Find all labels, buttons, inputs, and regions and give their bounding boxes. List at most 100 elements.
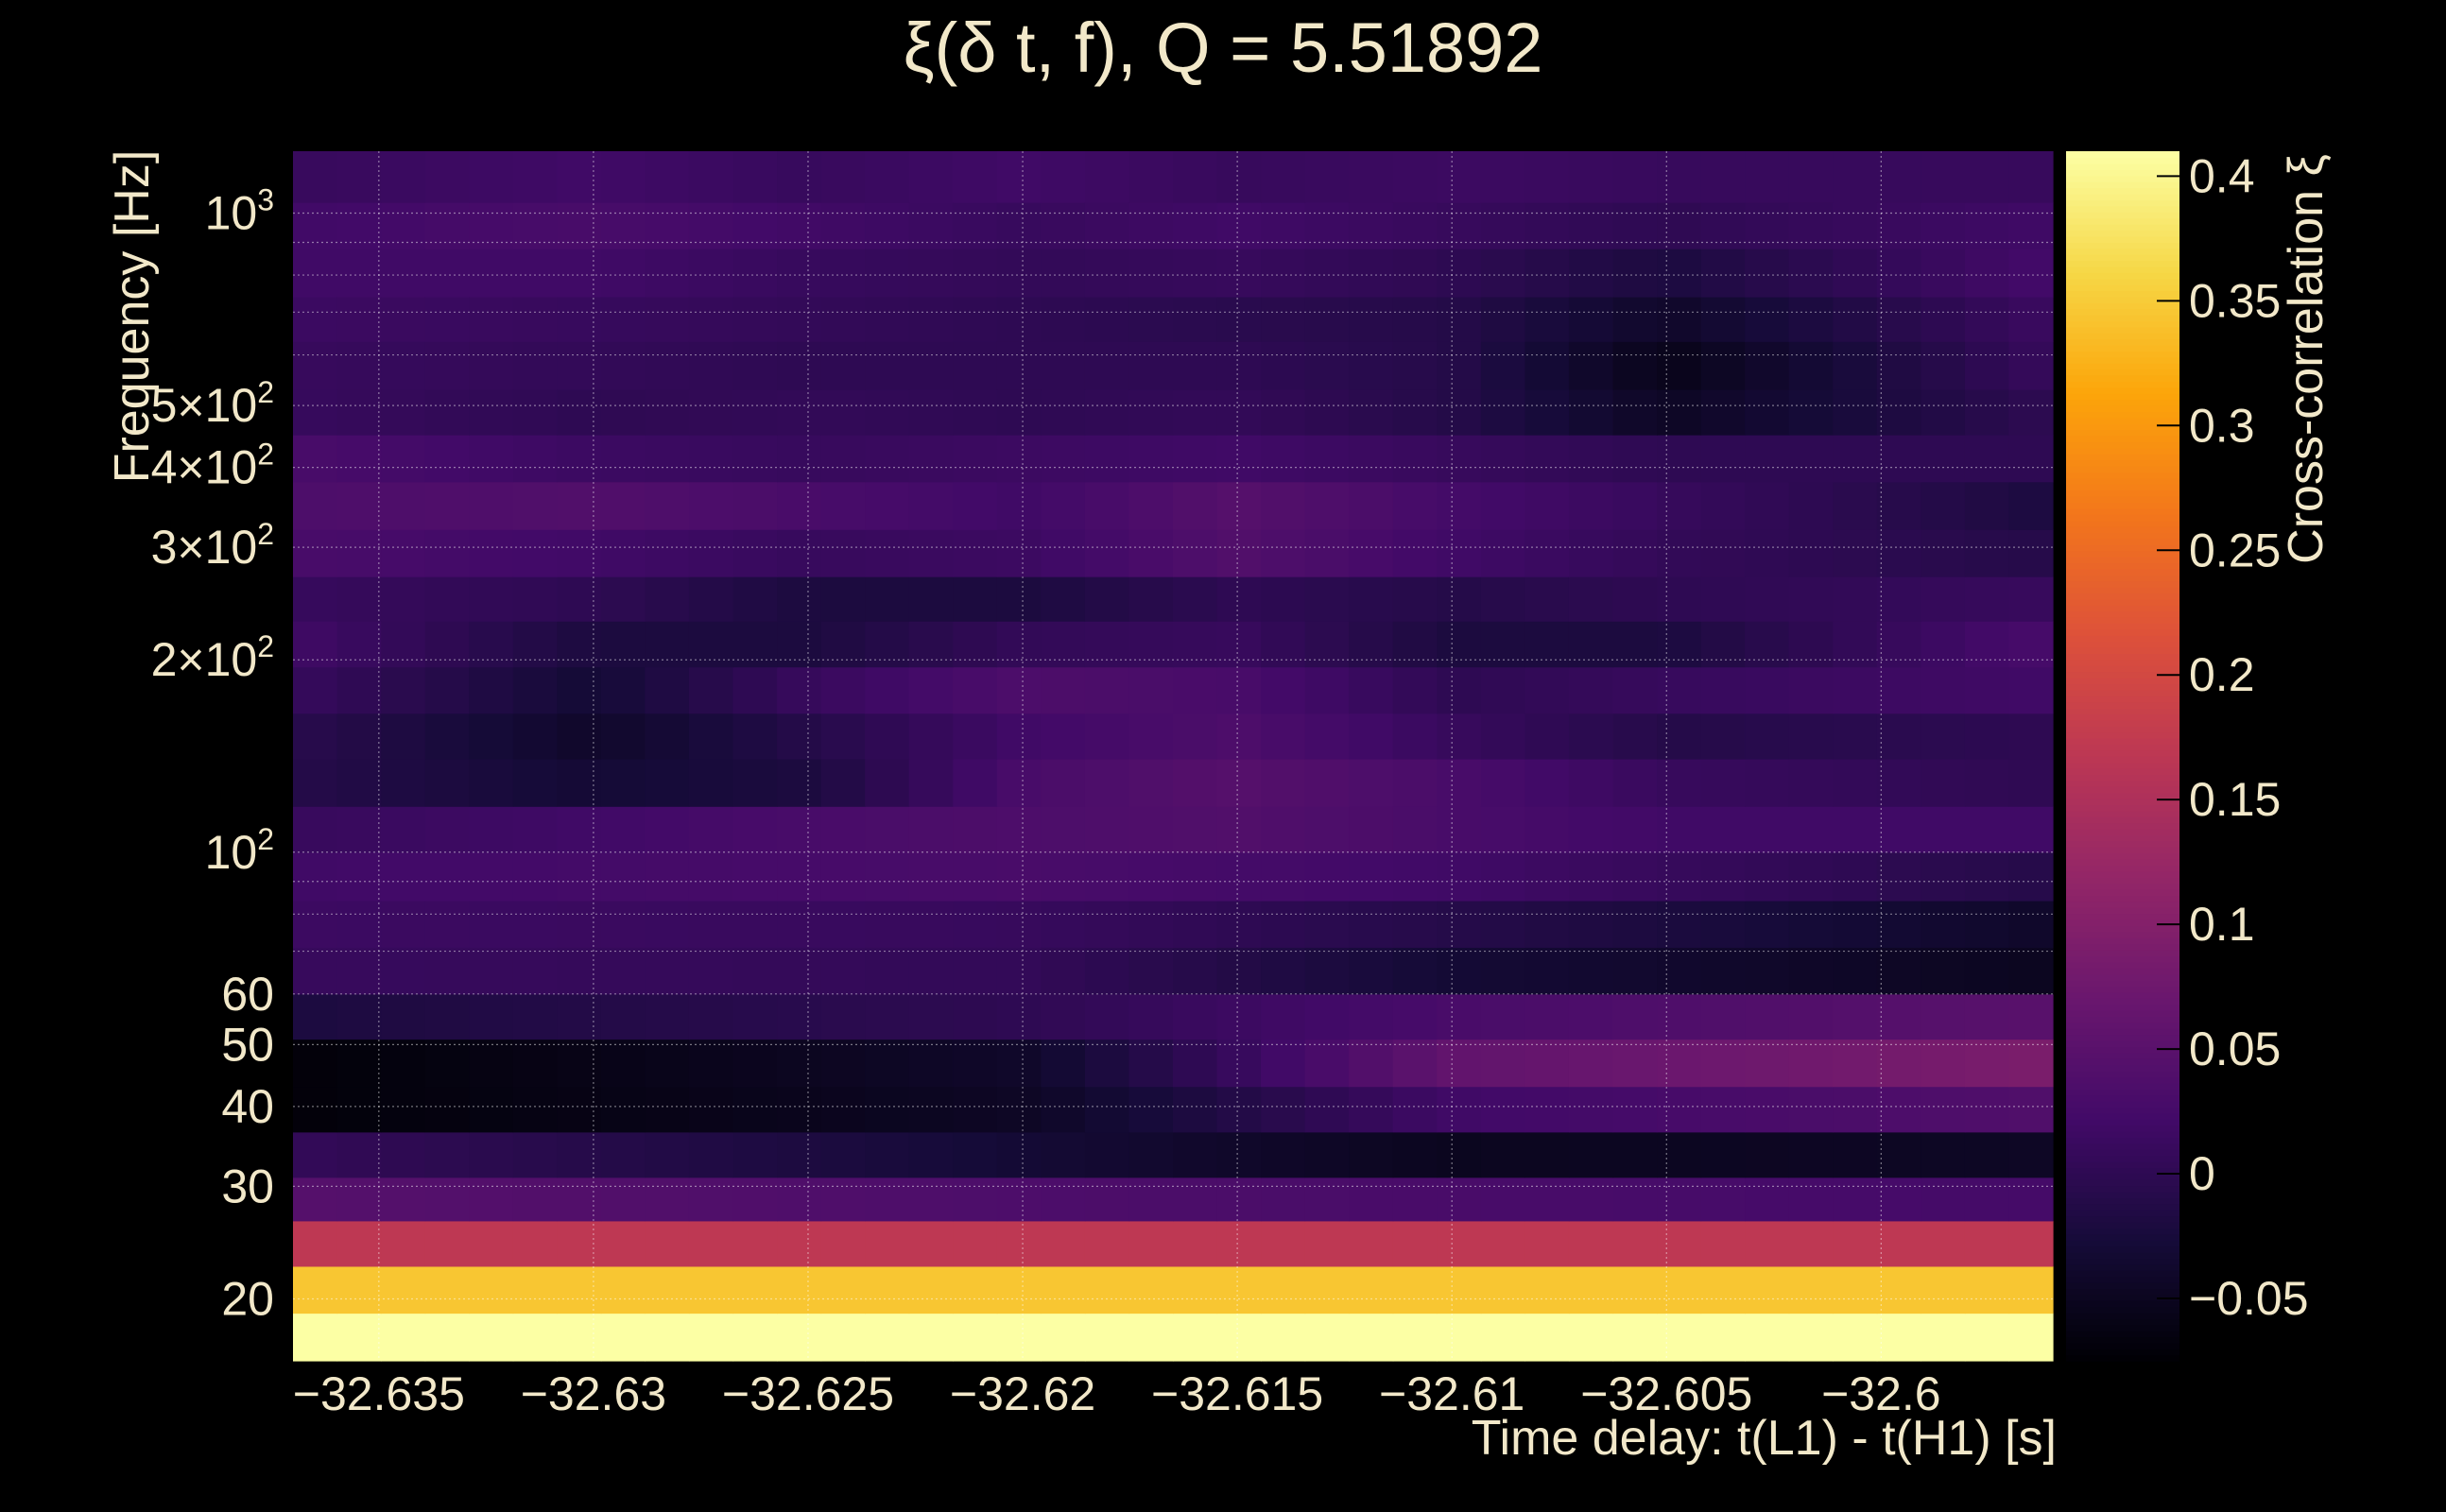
colorbar-segment <box>2066 1312 2179 1319</box>
heatmap-cell <box>645 851 690 902</box>
heatmap-cell <box>1216 666 1262 714</box>
heatmap-cell <box>777 202 822 249</box>
heatmap-cell <box>1964 1313 2010 1362</box>
colorbar-segment <box>2066 302 2179 310</box>
heatmap-cell <box>469 481 514 530</box>
heatmap-cell <box>732 529 778 577</box>
colorbar-segment <box>2066 404 2179 412</box>
heatmap-cell <box>645 1177 690 1222</box>
heatmap-cell <box>469 202 514 249</box>
heatmap-cell <box>1524 1313 1570 1362</box>
heatmap-cell <box>1437 666 1482 714</box>
heatmap-cell <box>1261 202 1306 249</box>
heatmap-cell <box>865 1039 910 1088</box>
heatmap-cell <box>1745 1086 1790 1133</box>
heatmap-cell <box>953 1313 998 1362</box>
x-axis-label: Time delay: t(L1) - t(H1) [s] <box>1471 1411 2057 1466</box>
heatmap-cell <box>1437 1131 1482 1178</box>
y-tick-label: 40 <box>221 1080 274 1133</box>
heatmap-cell <box>512 151 558 203</box>
heatmap-cell <box>1833 249 1878 298</box>
heatmap-cell <box>381 758 426 807</box>
heatmap-cell <box>1084 1086 1130 1133</box>
heatmap-cell <box>424 621 470 668</box>
heatmap-cell <box>424 388 470 436</box>
heatmap-cell <box>1833 851 1878 902</box>
heatmap-cell <box>1041 296 1086 342</box>
heatmap-cell <box>865 202 910 249</box>
heatmap-cell <box>1700 666 1746 714</box>
heatmap-cell <box>469 1039 514 1088</box>
heatmap-cell <box>1480 249 1525 298</box>
heatmap-cell <box>688 1265 734 1314</box>
heatmap-cell <box>1876 851 1921 902</box>
heatmap-cell <box>1041 202 1086 249</box>
heatmap-cell <box>1084 202 1130 249</box>
heatmap-cell <box>1173 388 1218 436</box>
heatmap-cell <box>1833 576 1878 622</box>
heatmap-cell <box>732 151 778 203</box>
heatmap-cell <box>996 481 1042 530</box>
heatmap-cell <box>996 993 1042 1040</box>
heatmap-cell <box>688 341 734 390</box>
heatmap-cell <box>1216 481 1262 530</box>
heatmap-cell <box>645 388 690 436</box>
heatmap-cell <box>557 713 602 760</box>
heatmap-cell <box>820 388 866 436</box>
heatmap-cell <box>1437 388 1482 436</box>
heatmap-cell <box>1349 1265 1394 1314</box>
heatmap-cell <box>1833 388 1878 436</box>
heatmap-cell <box>688 806 734 853</box>
colorbar-segment <box>2066 411 2179 419</box>
heatmap-cell <box>600 806 646 853</box>
heatmap-cell <box>1745 851 1790 902</box>
heatmap-cell <box>1524 900 1570 948</box>
heatmap-cell <box>688 758 734 807</box>
heatmap-cell <box>688 529 734 577</box>
heatmap-cell <box>1657 388 1702 436</box>
heatmap-cell <box>1173 151 1218 203</box>
heatmap-cell <box>469 341 514 390</box>
colorbar-segment <box>2066 780 2179 787</box>
colorbar-segment <box>2066 296 2179 303</box>
heatmap-cell <box>865 1313 910 1362</box>
heatmap-cell <box>1304 900 1350 948</box>
colorbar-segment <box>2066 1324 2179 1332</box>
heatmap-cell <box>908 666 954 714</box>
heatmap-cell <box>1524 249 1570 298</box>
heatmap-cell <box>1964 529 2010 577</box>
heatmap-cell <box>1084 151 1130 203</box>
heatmap-cell <box>953 806 998 853</box>
heatmap-cell <box>336 1086 382 1133</box>
heatmap-cell <box>1437 621 1482 668</box>
heatmap-cell <box>2008 1086 2054 1133</box>
colorbar-segment <box>2066 1094 2179 1102</box>
colorbar-segment <box>2066 907 2179 915</box>
heatmap-cell <box>908 947 954 995</box>
heatmap-cell <box>1876 1313 1921 1362</box>
heatmap-cell <box>1261 851 1306 902</box>
heatmap-cell <box>1261 806 1306 853</box>
heatmap-cell <box>1437 1313 1482 1362</box>
heatmap-cell <box>1745 900 1790 948</box>
heatmap-cell <box>865 341 910 390</box>
colorbar-segment <box>2066 1318 2179 1326</box>
heatmap-cell <box>645 758 690 807</box>
heatmap-cell <box>1745 993 1790 1040</box>
colorbar-tick-label: 0.3 <box>2189 399 2255 452</box>
heatmap-cell <box>1392 1039 1438 1088</box>
heatmap-cell <box>424 576 470 622</box>
heatmap-cell <box>600 151 646 203</box>
heatmap-cell <box>1657 713 1702 760</box>
heatmap-cell <box>908 202 954 249</box>
heatmap-cell <box>688 1039 734 1088</box>
heatmap-cell <box>1216 1265 1262 1314</box>
heatmap-cell <box>732 1177 778 1222</box>
heatmap-cell <box>953 621 998 668</box>
heatmap-cell <box>996 388 1042 436</box>
heatmap-cell <box>1745 1265 1790 1314</box>
colorbar-segment <box>2066 242 2179 249</box>
heatmap-cell <box>1833 435 1878 483</box>
heatmap-cell <box>424 151 470 203</box>
heatmap-cell <box>469 529 514 577</box>
